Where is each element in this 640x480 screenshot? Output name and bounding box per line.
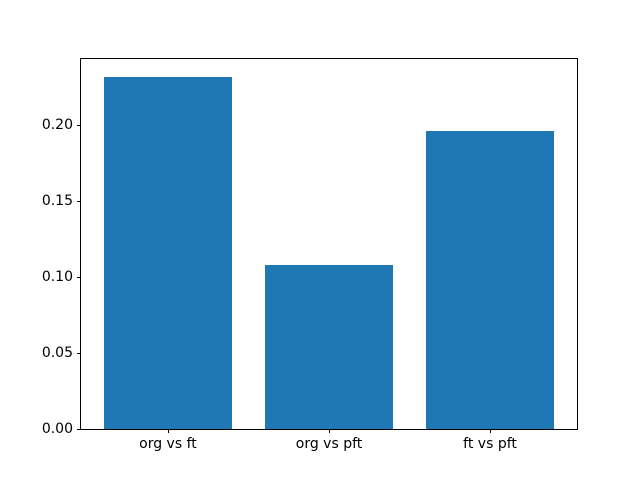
x-tick-label: ft vs pft: [463, 436, 517, 452]
x-tick-label: org vs ft: [139, 436, 197, 452]
x-tick-mark: [167, 429, 169, 433]
axes-plot-area: org vs ft org vs pft ft vs pft 0.00 0.05 0.10…: [42, 58, 578, 451]
y-tick-label: 0.10: [41, 269, 73, 286]
y-tick-label: 0.20: [41, 117, 73, 134]
x-tick-label: org vs pft: [295, 436, 363, 452]
y-tick-label: 0.05: [41, 345, 73, 362]
y-tick-mark: [77, 200, 81, 202]
y-tick-label: 0.15: [41, 193, 73, 210]
bar: [103, 76, 233, 429]
y-tick-mark: [77, 428, 81, 430]
y-tick-mark: [77, 276, 81, 278]
bar: [264, 264, 394, 429]
y-tick-mark: [77, 352, 81, 354]
x-tick-mark: [490, 429, 492, 433]
bar: [425, 131, 555, 429]
x-tick-mark: [329, 429, 330, 433]
y-tick-mark: [77, 124, 81, 126]
y-tick-label: 0.00: [41, 421, 73, 437]
